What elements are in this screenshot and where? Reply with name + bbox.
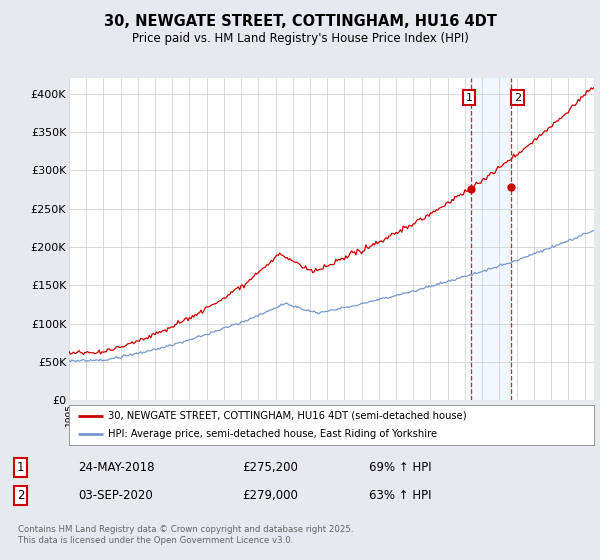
Text: 30, NEWGATE STREET, COTTINGHAM, HU16 4DT (semi-detached house): 30, NEWGATE STREET, COTTINGHAM, HU16 4DT… [109,411,467,421]
Text: Contains HM Land Registry data © Crown copyright and database right 2025.
This d: Contains HM Land Registry data © Crown c… [18,525,353,545]
Text: 24-MAY-2018: 24-MAY-2018 [78,461,155,474]
Text: 69% ↑ HPI: 69% ↑ HPI [369,461,432,474]
Bar [472,78,511,400]
Text: HPI: Average price, semi-detached house, East Riding of Yorkshire: HPI: Average price, semi-detached house,… [109,430,437,439]
Text: 2: 2 [17,489,25,502]
Text: 1: 1 [466,92,472,102]
Text: 03-SEP-2020: 03-SEP-2020 [78,489,153,502]
Text: Price paid vs. HM Land Registry's House Price Index (HPI): Price paid vs. HM Land Registry's House … [131,32,469,45]
Text: 63% ↑ HPI: 63% ↑ HPI [369,489,431,502]
Text: 2: 2 [514,92,521,102]
Text: £279,000: £279,000 [242,489,298,502]
Text: £275,200: £275,200 [242,461,298,474]
Text: 30, NEWGATE STREET, COTTINGHAM, HU16 4DT: 30, NEWGATE STREET, COTTINGHAM, HU16 4DT [104,14,496,29]
Text: 1: 1 [17,461,25,474]
